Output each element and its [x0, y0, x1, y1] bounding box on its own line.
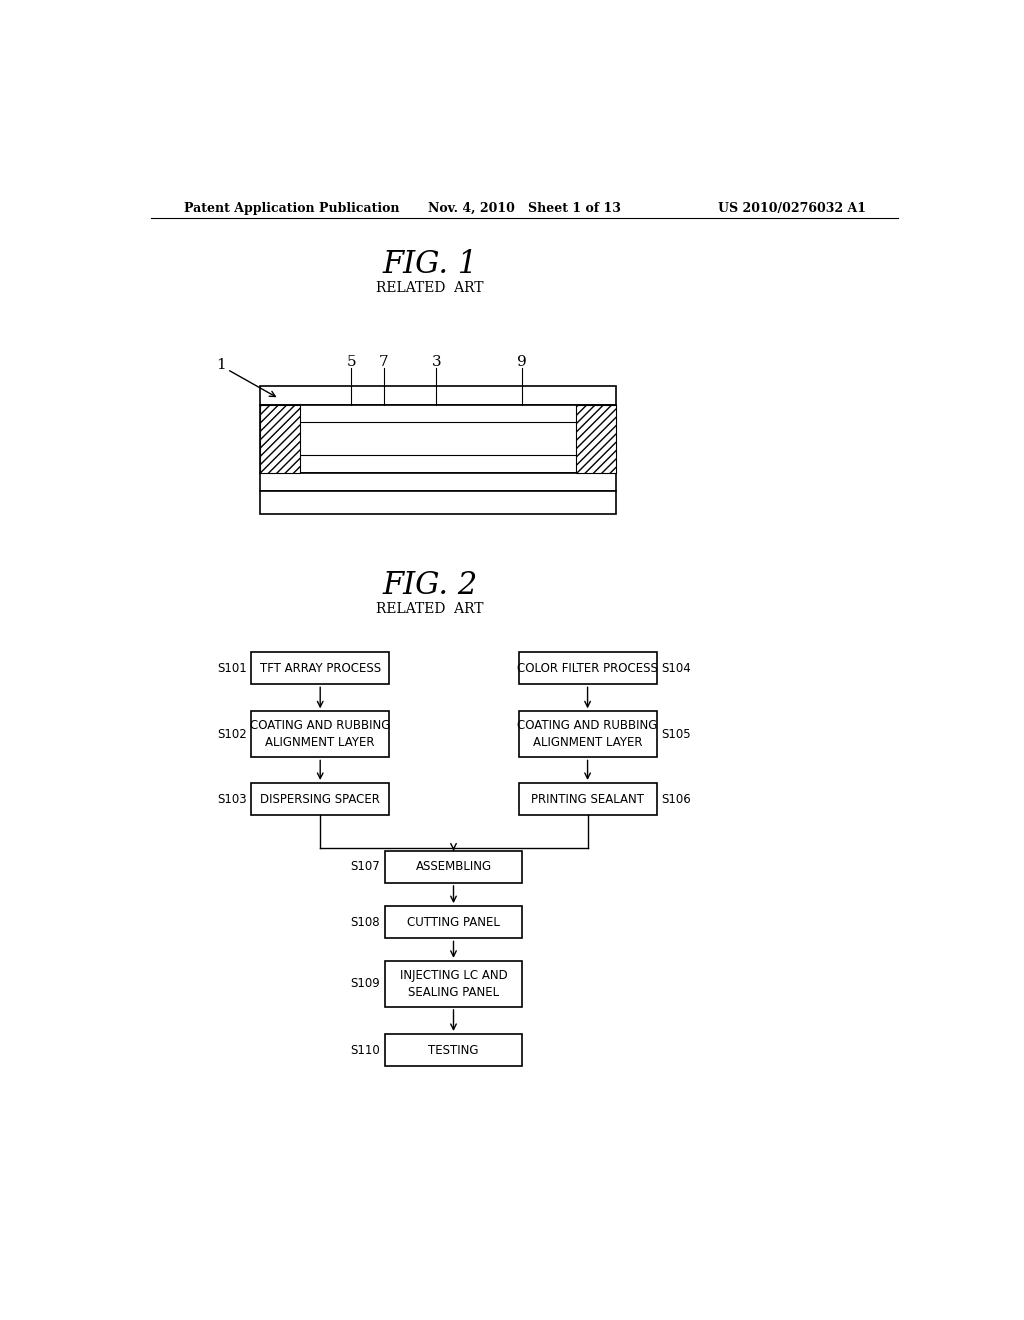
- Text: S104: S104: [662, 661, 691, 675]
- Text: S106: S106: [662, 792, 691, 805]
- Text: FIG. 2: FIG. 2: [383, 570, 478, 601]
- Text: S109: S109: [350, 977, 380, 990]
- Text: S108: S108: [350, 916, 380, 929]
- Text: S105: S105: [662, 727, 691, 741]
- Text: S107: S107: [350, 861, 380, 874]
- Bar: [260, 405, 616, 473]
- Text: DISPERSING SPACER: DISPERSING SPACER: [260, 792, 380, 805]
- Text: RELATED  ART: RELATED ART: [377, 602, 484, 616]
- Bar: [251, 711, 389, 758]
- Bar: [260, 491, 616, 515]
- Bar: [251, 783, 389, 816]
- Text: INJECTING LC AND
SEALING PANEL: INJECTING LC AND SEALING PANEL: [399, 969, 507, 999]
- Bar: [260, 387, 616, 405]
- Text: COLOR FILTER PROCESS: COLOR FILTER PROCESS: [517, 661, 658, 675]
- Bar: [575, 405, 616, 473]
- Text: PRINTING SEALANT: PRINTING SEALANT: [531, 792, 644, 805]
- Text: 9: 9: [517, 355, 526, 370]
- Text: 5: 5: [346, 355, 356, 370]
- Text: S102: S102: [217, 727, 247, 741]
- Bar: [385, 906, 522, 939]
- Text: COATING AND RUBBING
ALIGNMENT LAYER: COATING AND RUBBING ALIGNMENT LAYER: [250, 719, 390, 750]
- Bar: [260, 405, 300, 473]
- Text: Nov. 4, 2010   Sheet 1 of 13: Nov. 4, 2010 Sheet 1 of 13: [428, 202, 622, 215]
- Text: RELATED  ART: RELATED ART: [377, 281, 484, 294]
- Text: ASSEMBLING: ASSEMBLING: [416, 861, 492, 874]
- Text: TESTING: TESTING: [428, 1044, 479, 1056]
- Text: S103: S103: [217, 792, 247, 805]
- Text: S101: S101: [217, 661, 247, 675]
- Bar: [518, 652, 656, 684]
- Text: 3: 3: [432, 355, 441, 370]
- Bar: [518, 783, 656, 816]
- Text: COATING AND RUBBING
ALIGNMENT LAYER: COATING AND RUBBING ALIGNMENT LAYER: [517, 719, 657, 750]
- Text: 1: 1: [216, 358, 226, 372]
- Bar: [251, 652, 389, 684]
- Text: US 2010/0276032 A1: US 2010/0276032 A1: [718, 202, 866, 215]
- Text: TFT ARRAY PROCESS: TFT ARRAY PROCESS: [260, 661, 381, 675]
- Bar: [385, 961, 522, 1007]
- Text: FIG. 1: FIG. 1: [383, 249, 478, 280]
- Text: CUTTING PANEL: CUTTING PANEL: [408, 916, 500, 929]
- Bar: [260, 473, 616, 491]
- Text: Patent Application Publication: Patent Application Publication: [183, 202, 399, 215]
- Text: S110: S110: [350, 1044, 380, 1056]
- Bar: [518, 711, 656, 758]
- Bar: [385, 1034, 522, 1067]
- Bar: [385, 850, 522, 883]
- Text: 7: 7: [379, 355, 388, 370]
